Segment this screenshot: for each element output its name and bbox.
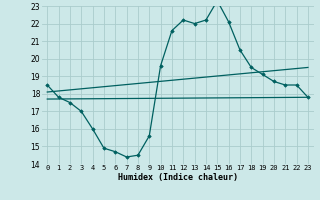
X-axis label: Humidex (Indice chaleur): Humidex (Indice chaleur): [118, 173, 237, 182]
